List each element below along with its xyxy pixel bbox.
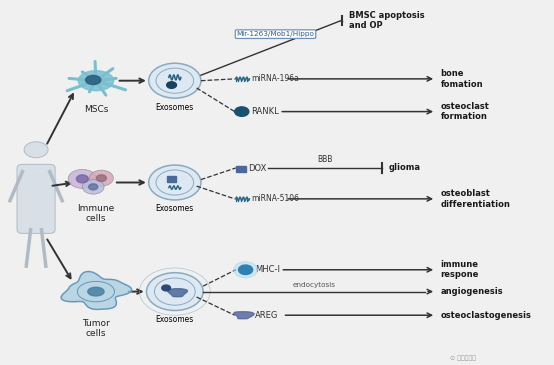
Text: endocytosis: endocytosis (293, 282, 336, 288)
Text: glioma: glioma (388, 164, 420, 172)
Text: AREG: AREG (255, 311, 279, 320)
Text: osteoblast
differentiation: osteoblast differentiation (440, 189, 510, 208)
Text: BMSC apoptosis
and OP: BMSC apoptosis and OP (349, 11, 424, 30)
Circle shape (148, 63, 201, 98)
Text: BBB: BBB (317, 155, 333, 164)
Circle shape (235, 107, 249, 116)
Circle shape (24, 142, 48, 158)
Polygon shape (61, 272, 132, 310)
Text: MHC-I: MHC-I (255, 265, 280, 274)
Circle shape (96, 175, 106, 181)
Text: osteoclastogenesis: osteoclastogenesis (440, 311, 531, 320)
Text: MSCs: MSCs (84, 105, 108, 114)
Ellipse shape (85, 76, 101, 85)
Circle shape (76, 175, 88, 183)
Text: immune
respone: immune respone (440, 260, 479, 280)
Circle shape (239, 265, 253, 274)
Text: Exosomes: Exosomes (156, 103, 194, 111)
Text: Mir-1263/Mob1/Hippo: Mir-1263/Mob1/Hippo (237, 31, 315, 37)
Text: Exosomes: Exosomes (156, 204, 194, 213)
Circle shape (162, 285, 171, 291)
Polygon shape (168, 289, 187, 297)
Ellipse shape (88, 287, 104, 296)
FancyBboxPatch shape (17, 164, 55, 233)
Circle shape (89, 170, 114, 186)
Ellipse shape (78, 71, 114, 91)
Text: bone
fomation: bone fomation (440, 69, 483, 89)
Circle shape (234, 262, 258, 278)
Text: miRNA-5106: miRNA-5106 (252, 194, 300, 203)
Text: miRNA-196a: miRNA-196a (252, 74, 299, 83)
Polygon shape (234, 312, 254, 319)
Circle shape (83, 180, 104, 194)
Circle shape (146, 273, 203, 311)
Text: angiogenesis: angiogenesis (440, 287, 503, 296)
Circle shape (89, 184, 98, 190)
Text: Exosomes: Exosomes (156, 315, 194, 324)
Text: Immune
cells: Immune cells (78, 204, 115, 223)
Text: ⊙ 外泌体之家: ⊙ 外泌体之家 (450, 355, 476, 361)
Text: osteoclast
formation: osteoclast formation (440, 102, 489, 121)
FancyBboxPatch shape (167, 176, 176, 182)
Text: DOX: DOX (248, 164, 266, 173)
Circle shape (148, 165, 201, 200)
Circle shape (167, 82, 177, 88)
Text: RANKL: RANKL (251, 107, 279, 116)
Text: Tumor
cells: Tumor cells (82, 319, 110, 338)
FancyBboxPatch shape (236, 166, 245, 172)
Circle shape (68, 169, 96, 188)
